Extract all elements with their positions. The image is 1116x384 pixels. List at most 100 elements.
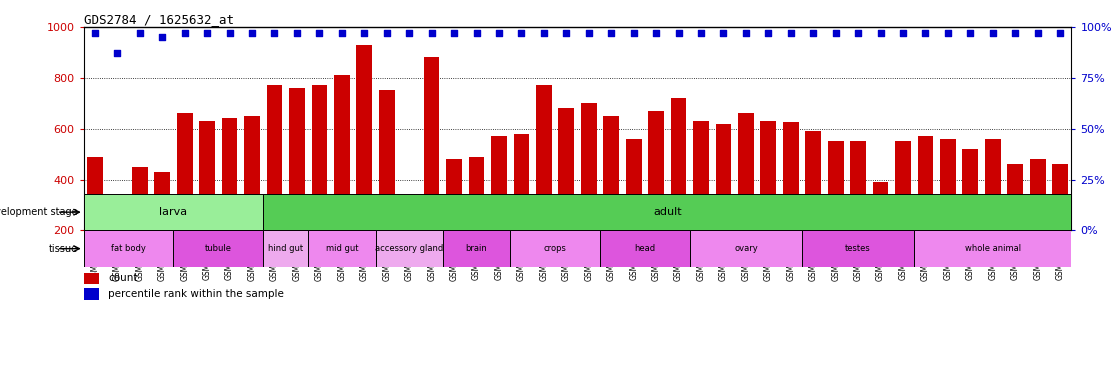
Bar [847,225,869,230]
Point [221,30,239,36]
Bar [375,230,443,267]
Point [759,30,777,36]
Bar [263,225,286,230]
Bar [84,288,98,300]
Point [603,30,620,36]
Text: adult: adult [653,207,682,217]
Point [849,30,867,36]
Bar [87,157,103,281]
Bar [263,230,308,267]
Bar [443,225,465,230]
Bar [196,225,219,230]
Bar [308,225,330,230]
Bar [513,134,529,281]
Point [939,30,956,36]
Bar [244,116,260,281]
Point [1029,30,1047,36]
Bar [106,225,128,230]
Bar [311,85,327,281]
Point [737,30,754,36]
Bar [308,230,375,267]
Point [961,30,979,36]
Bar [469,157,484,281]
Bar [330,225,353,230]
Point [423,30,441,36]
Bar [536,85,551,281]
Bar [760,121,777,281]
Point [692,30,710,36]
Point [557,30,575,36]
Point [355,30,373,36]
Point [916,30,934,36]
Text: larva: larva [160,207,187,217]
Point [199,30,217,36]
Bar [780,225,802,230]
Bar [154,172,170,281]
Bar [959,225,982,230]
Text: whole animal: whole animal [964,244,1021,253]
Bar [1027,225,1049,230]
Point [310,30,328,36]
Point [288,30,306,36]
Point [108,50,126,56]
Bar [84,273,98,284]
Bar [1052,164,1068,281]
Bar [895,141,911,281]
Bar [446,159,462,281]
Bar [690,230,802,267]
Point [468,30,485,36]
Bar [914,230,1071,267]
Bar [892,225,914,230]
Text: tissue: tissue [49,243,78,254]
Bar [712,225,734,230]
Text: ovary: ovary [734,244,758,253]
Bar [1004,225,1027,230]
Point [131,30,148,36]
Text: tubule: tubule [205,244,232,253]
Bar [286,225,308,230]
Bar [626,139,642,281]
Bar [84,194,263,230]
Bar [869,225,892,230]
Point [670,30,687,36]
Bar [267,85,282,281]
Bar [532,225,555,230]
Bar [488,225,510,230]
Point [86,30,104,36]
Bar [109,200,125,281]
Bar [802,225,825,230]
Point [1051,30,1069,36]
Point [176,30,194,36]
Text: percentile rank within the sample: percentile rank within the sample [108,289,285,299]
Point [333,30,350,36]
Text: accessory gland: accessory gland [375,244,443,253]
Bar [443,230,510,267]
Bar [645,225,667,230]
Bar [873,182,888,281]
Bar [1030,159,1046,281]
Point [625,30,643,36]
Point [984,30,1002,36]
Point [580,30,598,36]
Bar [555,225,578,230]
Bar [806,131,821,281]
Bar [671,98,686,281]
Bar [982,225,1004,230]
Bar [1049,225,1071,230]
Point [153,34,171,40]
Bar [176,113,193,281]
Bar [757,225,780,230]
Bar [917,136,933,281]
Bar [222,118,238,281]
Bar [690,225,712,230]
Bar [850,141,866,281]
Bar [783,122,799,281]
Bar [334,75,349,281]
Point [535,30,552,36]
Bar [600,225,623,230]
Bar [825,225,847,230]
Bar [914,225,936,230]
Bar [173,225,196,230]
Bar [738,113,753,281]
Bar [84,225,106,230]
